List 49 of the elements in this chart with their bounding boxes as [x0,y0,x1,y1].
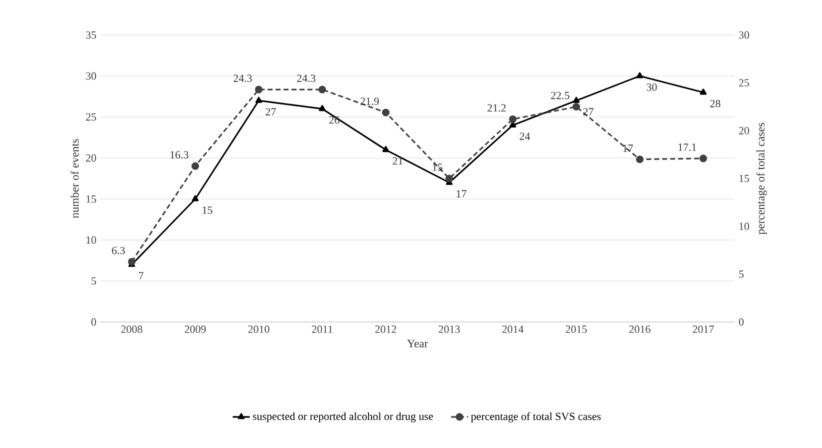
x-axis-title: Year [407,340,428,348]
data-label: 7 [138,272,144,280]
x-tick-label: 2014 [502,326,524,333]
data-label: 28 [710,100,720,108]
x-tick-label: 2015 [566,326,587,333]
y2-tick-label: 15 [739,174,750,182]
x-tick-label: 2017 [692,326,714,333]
y2-tick-label: 20 [739,126,750,134]
y-tick-label: 20 [86,154,96,162]
y-tick-label: 10 [86,236,96,244]
data-label: 22.5 [551,92,570,100]
y-tick-label: 30 [86,72,96,80]
y2-axis-title: percentage of total cases [756,122,767,234]
data-label: 24 [520,132,530,140]
data-label: 16.3 [170,151,188,159]
data-label: 21.9 [360,98,379,105]
y-tick-label: 35 [86,31,96,39]
x-tick-label: 2012 [375,326,396,333]
data-label: 30 [646,84,657,91]
data-label: 27 [266,108,276,116]
x-tick-label: 2009 [184,326,206,333]
x-tick-label: 2008 [121,326,142,333]
legend-label: suspected or reported alcohol or drug use [252,412,433,422]
x-tick-label: 2010 [248,326,270,333]
data-label: 26 [329,116,340,124]
data-label: 6.3 [112,246,125,254]
y2-tick-label: 0 [738,318,744,326]
legend-label: percentage of total SVS cases [470,412,601,422]
y2-tick-label: 5 [739,270,744,278]
data-label: 15 [202,206,212,214]
data-label: 17 [456,190,466,198]
data-label: 24.3 [234,74,252,82]
data-label: 21.2 [488,104,506,112]
data-label: 21 [392,157,403,165]
y-axis-title: number of events [70,139,79,218]
y2-tick-label: 10 [739,222,750,230]
data-label: 17 [623,144,633,152]
data-label: 24.3 [297,74,316,82]
y-tick-label: 15 [86,195,96,203]
y2-tick-label: 30 [739,31,750,39]
data-label: 15 [432,164,442,171]
data-label: 17.1 [678,144,696,151]
x-tick-label: 2011 [312,326,332,333]
x-tick-label: 2013 [438,326,460,333]
y-tick-label: 0 [91,318,96,326]
y-tick-label: 5 [92,277,96,285]
y2-tick-label: 25 [739,79,750,87]
x-tick-label: 2016 [629,326,650,333]
y-tick-label: 25 [86,113,96,121]
